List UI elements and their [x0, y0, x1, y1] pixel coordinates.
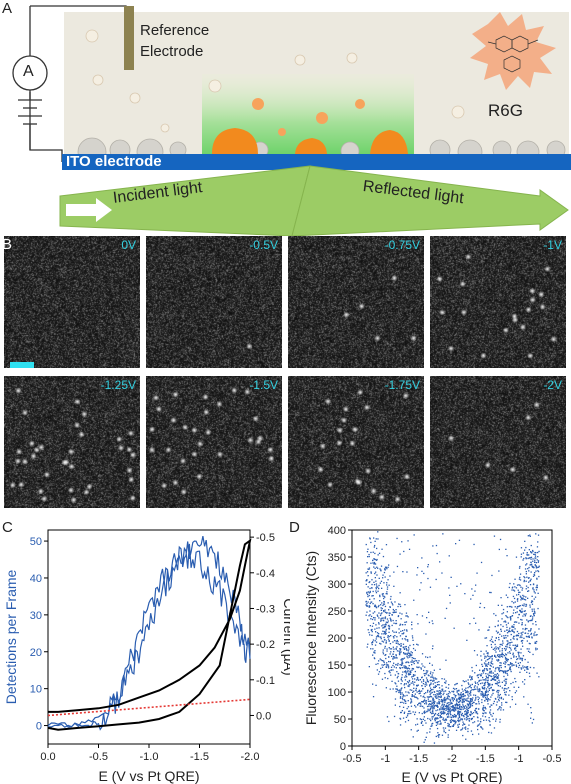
y-tick-label-left: 0 — [36, 721, 42, 733]
baseline-series — [47, 698, 251, 717]
y-tick-label-left: 50 — [30, 536, 42, 548]
panel-label-d: D — [289, 519, 300, 536]
reference-electrode — [124, 6, 134, 70]
y-tick-label-left: 30 — [30, 610, 42, 622]
voltage-label: -1.75V — [384, 378, 420, 392]
y-axis-label-left: Detections per Frame — [3, 569, 19, 704]
x-tick-label: -2 — [447, 753, 457, 765]
x-tick-label: -1.0 — [140, 751, 159, 763]
x-tick-label: -0.5 — [89, 751, 108, 763]
x-tick-label: -1 — [380, 753, 390, 765]
y-tick-label-right: -0.5 — [256, 532, 275, 544]
panel-label-b: B — [2, 236, 13, 253]
y-axis-label: Fluorescence Intensity (Cts) — [303, 551, 319, 725]
reference-electrode-label: Reference Electrode — [140, 22, 210, 60]
current-series — [47, 538, 252, 731]
y-tick-label: 50 — [334, 714, 346, 726]
x-tick-label: -2.0 — [241, 751, 260, 763]
frame-tile: -2V — [430, 376, 566, 508]
panel-label-a: A — [2, 0, 13, 17]
y-tick-label-left: 10 — [30, 684, 42, 696]
voltage-label: -0.5V — [249, 238, 278, 252]
y-tick-label-right: -0.1 — [256, 675, 275, 687]
y-tick-label: 100 — [328, 687, 346, 699]
chart-d: -0.5 -1 -1.5 -2 -1.5 -1 -0.5050100150200250300… — [303, 525, 562, 784]
voltage-label: -1.5V — [249, 378, 278, 392]
y-tick-label: 400 — [328, 525, 346, 537]
voltage-label: -1V — [543, 238, 562, 252]
frame-tile: -1.5V — [146, 376, 282, 508]
x-tick-label: 0.0 — [40, 751, 55, 763]
frame-tile: -1.75V — [288, 376, 424, 508]
x-tick-label: -1.5 — [476, 753, 495, 765]
y-tick-label-left: 40 — [30, 573, 42, 585]
y-axis-label-right: Current (µA) — [281, 598, 290, 675]
x-tick-label: -0.5 — [543, 753, 562, 765]
voltage-label: -1.25V — [100, 378, 136, 392]
y-tick-label: 150 — [328, 660, 346, 672]
y-tick-label: 250 — [328, 606, 346, 618]
frame-tile: -0.5V — [146, 236, 282, 368]
y-tick-label: 200 — [328, 633, 346, 645]
x-axis-label: E (V vs Pt QRE) — [401, 769, 502, 784]
y-tick-label: 350 — [328, 552, 346, 564]
voltage-label: -0.75V — [384, 238, 420, 252]
scatter-points — [365, 531, 540, 744]
r6g-label: R6G — [488, 101, 523, 120]
x-axis-label: E (V vs Pt QRE) — [98, 768, 199, 784]
y-tick-label: 0 — [340, 741, 346, 753]
y-tick-label-right: 0.0 — [256, 710, 271, 722]
frame-tile: -0.75V — [288, 236, 424, 368]
panel-label-c: C — [2, 519, 13, 536]
ito-electrode-label: ITO electrode — [66, 153, 162, 170]
voltage-label: -2V — [543, 378, 562, 392]
reflected-light-arrow — [291, 165, 569, 236]
frame-tile: -1.25V — [4, 376, 140, 508]
voltage-label: 0V — [121, 238, 136, 252]
x-tick-label: -1.5 — [190, 751, 209, 763]
y-tick-label-right: -0.4 — [256, 568, 275, 580]
frame-grid: 0V -0.5V -0.75V -1V -1.25V -1.5V -1.75V … — [0, 236, 571, 518]
frame-tile: 0V — [4, 236, 140, 368]
ammeter-label: A — [23, 63, 34, 80]
x-tick-label: -1 — [514, 753, 524, 765]
y-tick-label: 300 — [328, 579, 346, 591]
scale-bar — [10, 362, 34, 368]
ito-electrode-bar — [62, 154, 571, 170]
incident-light-arrow — [59, 165, 311, 236]
r6g-molecule-icon — [470, 12, 556, 90]
chart-c: 0.0 -0.5 -1.0 -1.5 -2.0 0 10 20 30 40 50 0.0 -0.1 -0.… — [3, 529, 290, 784]
frame-tile: -1V — [430, 236, 566, 368]
x-tick-label: -1.5 — [409, 753, 428, 765]
detections-series — [47, 535, 251, 731]
y-tick-label-right: -0.2 — [256, 639, 275, 651]
x-tick-label: -0.5 — [343, 753, 362, 765]
y-tick-label-right: -0.3 — [256, 603, 275, 615]
schematic-diagram — [12, 5, 571, 236]
y-tick-label-left: 20 — [30, 647, 42, 659]
